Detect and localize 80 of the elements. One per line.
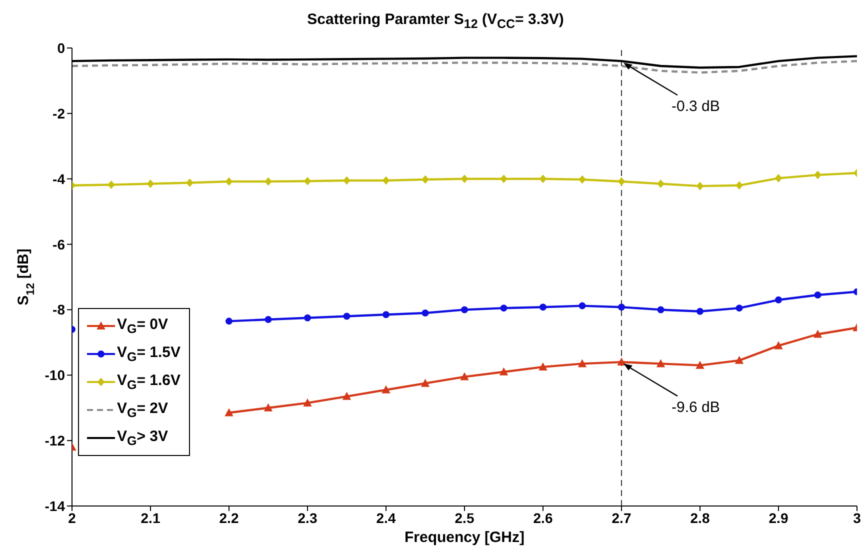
point	[108, 180, 115, 189]
point	[696, 182, 704, 190]
y-tick-label: -10	[44, 367, 66, 384]
x-tick-label: 2.5	[454, 510, 474, 526]
x-tick-label: 2.4	[376, 510, 396, 526]
legend-label: V$_{G}$= 0V	[117, 316, 168, 336]
point	[618, 304, 625, 311]
y-tick-label: -12	[44, 432, 66, 449]
point	[500, 368, 508, 376]
point	[736, 181, 743, 190]
point	[618, 358, 626, 366]
point	[657, 180, 664, 188]
y-tick-label: -2	[52, 105, 66, 122]
point	[422, 309, 429, 316]
point	[382, 311, 390, 318]
point	[147, 180, 154, 188]
point	[225, 408, 233, 416]
point	[774, 342, 782, 350]
point	[460, 372, 468, 380]
point	[578, 360, 586, 368]
point	[696, 361, 704, 369]
point	[775, 174, 782, 182]
point	[226, 177, 232, 186]
legend-label: V$_{G}$= 1.6V	[117, 372, 181, 392]
x-tick-label: 2.2	[219, 510, 239, 526]
point	[304, 314, 311, 322]
point	[814, 291, 822, 298]
point	[226, 318, 232, 325]
point	[421, 379, 430, 387]
x-tick-label: 2.7	[612, 510, 632, 526]
point	[540, 304, 546, 311]
line-series	[72, 60, 857, 74]
point	[578, 176, 586, 184]
point	[382, 386, 390, 394]
point	[775, 296, 782, 304]
point	[422, 176, 429, 184]
point	[343, 176, 350, 184]
point	[657, 306, 664, 314]
point	[696, 308, 704, 315]
x-tick-label: 2	[68, 510, 76, 526]
point	[656, 360, 665, 368]
x-tick-label: 2.1	[140, 510, 160, 526]
x-tick-label: 3	[853, 510, 862, 526]
point	[461, 174, 468, 183]
point	[382, 176, 390, 184]
point	[736, 304, 743, 312]
point	[343, 312, 350, 320]
point	[578, 302, 586, 310]
x-tick-label: 2.6	[533, 510, 553, 526]
legend-label: V$_{G}$= 2V	[117, 400, 168, 420]
legend-label: V$_{G}$= 1.5V	[117, 344, 181, 364]
point	[500, 304, 508, 312]
point	[461, 306, 468, 314]
point	[304, 177, 311, 186]
point	[618, 177, 625, 186]
y-tick-label: -6	[52, 236, 66, 252]
x-tick-label: 2.8	[690, 510, 710, 526]
point	[814, 330, 822, 338]
point	[539, 362, 547, 370]
legend-label: V$_{G}$> 3V	[117, 428, 168, 448]
y-tick-label: -14	[44, 498, 66, 514]
y-tick-label: -8	[52, 302, 66, 318]
x-axis-title: Frequency [GHz]	[404, 529, 525, 546]
point	[735, 356, 744, 364]
point	[264, 316, 272, 324]
annotation: -9.6 dB	[672, 399, 720, 416]
annotation: -0.3 dB	[672, 98, 720, 116]
y-tick-label: 0	[57, 40, 66, 56]
point	[186, 178, 194, 187]
point	[500, 174, 508, 183]
y-tick-label: -4	[52, 170, 66, 187]
point	[540, 174, 546, 183]
point	[264, 177, 272, 186]
point	[264, 404, 272, 412]
point	[342, 392, 351, 400]
x-tick-label: 2.9	[768, 510, 788, 526]
point	[814, 170, 822, 179]
chart-title: Scattering Paramter S$_{12}$ (V$_{CC}$= 3.3V)	[306, 10, 565, 32]
point	[304, 398, 312, 406]
x-tick-label: 2.3	[298, 510, 318, 526]
